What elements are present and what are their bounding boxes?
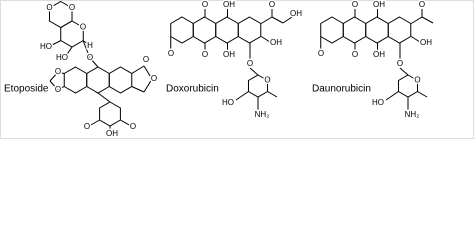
atom-label: O (202, 0, 208, 9)
atom-label: O (397, 59, 403, 68)
bond (417, 91, 428, 98)
bonds (48, 0, 434, 132)
bond (131, 86, 145, 93)
atom-label: OH (106, 129, 118, 138)
bond (131, 65, 145, 74)
atom-label: OH (420, 38, 432, 47)
atom-label: O (55, 67, 61, 76)
atom-label: OH (290, 9, 302, 18)
atom-label: O (414, 76, 420, 85)
bond (410, 16, 423, 24)
bond (260, 16, 273, 24)
atom-label: HO (372, 98, 384, 107)
bond (143, 78, 153, 93)
atom-label: OH (373, 50, 385, 59)
bond (260, 36, 271, 43)
atom-label: O (55, 85, 61, 94)
atom-label: O (151, 74, 157, 83)
atom-label: O (80, 23, 86, 32)
bond (57, 86, 65, 91)
ring (48, 0, 73, 29)
atom-label: O (84, 122, 90, 131)
bond (49, 71, 59, 82)
bond (271, 16, 284, 24)
bond (267, 91, 278, 98)
atom-label: OH (223, 0, 235, 9)
atom-label: O (269, 0, 275, 9)
bond (89, 57, 99, 68)
bond (120, 119, 132, 127)
atom-label: HO (222, 98, 234, 107)
bond (385, 91, 399, 101)
bond (82, 40, 89, 45)
atom-label: OH (270, 38, 282, 47)
atom-label: O (419, 0, 425, 9)
bond (143, 65, 153, 80)
bond (57, 71, 65, 74)
atom-label: O (130, 122, 136, 131)
atom-label: HO (40, 42, 52, 51)
bond (65, 46, 73, 57)
bond (97, 92, 111, 103)
molecule-name: Doxorubicin (166, 84, 219, 95)
bond (49, 40, 62, 47)
atom-label: O (352, 0, 358, 9)
bond (249, 67, 259, 76)
atom-label: O (247, 59, 253, 68)
atom-label: O (87, 53, 93, 62)
atom-label: OH (223, 50, 235, 59)
atom-label: NH₂ (255, 110, 270, 119)
ring (63, 66, 88, 94)
atom-label: O (318, 49, 324, 58)
atom-label: O (69, 3, 75, 12)
atom-label: O (46, 3, 52, 12)
atom-label: NH₂ (405, 110, 420, 119)
molecule-name: Etoposide (4, 84, 49, 95)
atom-label: H (87, 41, 93, 50)
atom-label: O (143, 55, 149, 64)
bond (282, 16, 293, 24)
atom-label: O (168, 49, 174, 58)
bond (82, 40, 91, 59)
molecule-name: Daunorubicin (312, 84, 371, 95)
bond (421, 16, 434, 24)
atom-label: HO (56, 53, 68, 62)
atom-label: O (264, 76, 270, 85)
bond (410, 36, 421, 43)
bond (88, 119, 100, 127)
bond (49, 80, 59, 91)
bond (235, 91, 249, 101)
atom-label: O (202, 50, 208, 59)
atom-label: O (352, 50, 358, 59)
bond (399, 67, 409, 76)
atom-label: OH (373, 0, 385, 9)
